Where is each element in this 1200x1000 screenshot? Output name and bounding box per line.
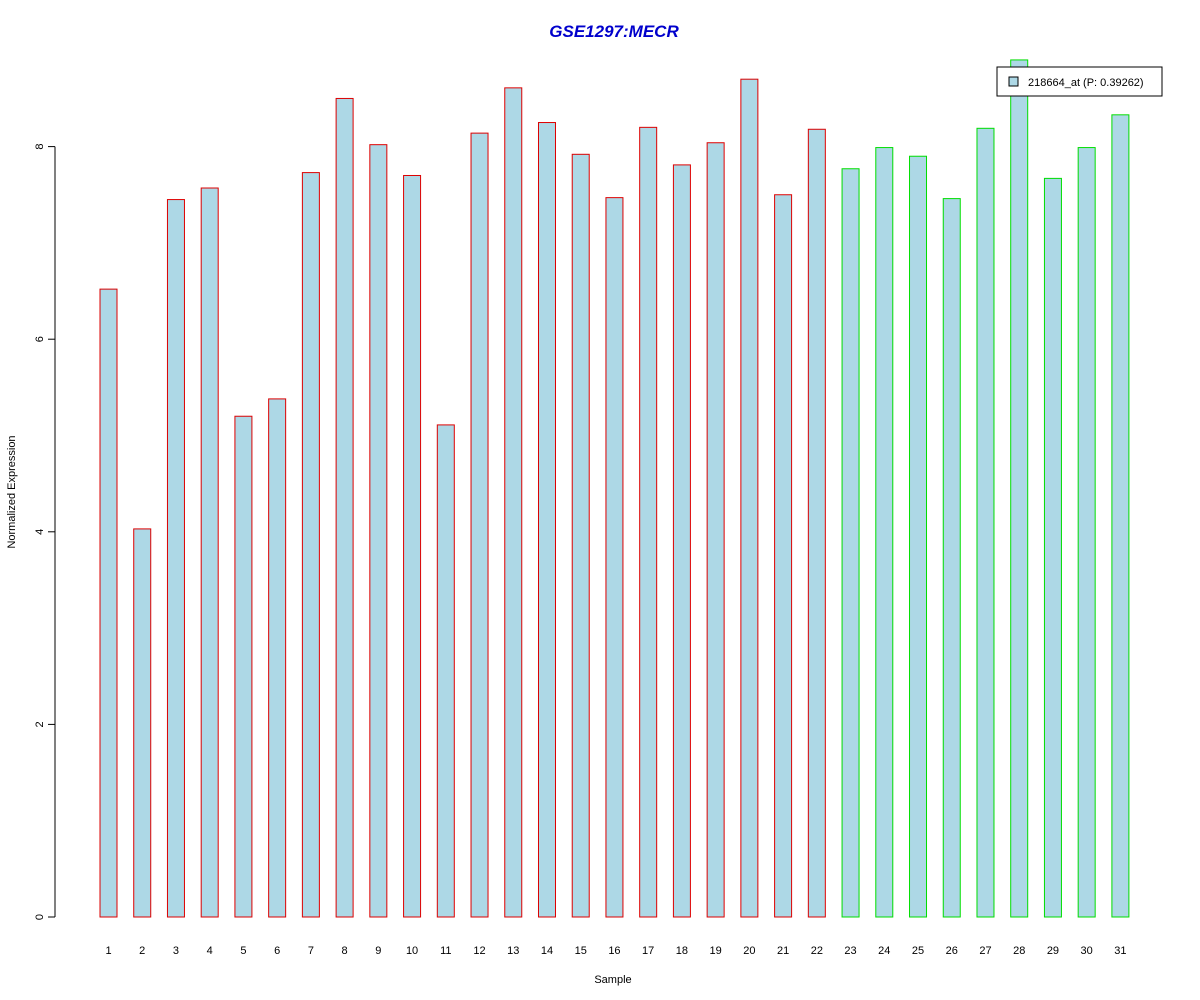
legend-box [996, 66, 1163, 97]
y-tick-label: 2 [34, 721, 46, 727]
x-tick-label: 22 [811, 945, 823, 957]
bar-sample-23 [841, 168, 860, 918]
x-axis-label: Sample [594, 974, 631, 986]
bar-sample-27 [976, 127, 995, 918]
bar-sample-20 [740, 78, 759, 918]
x-tick-label: 18 [676, 945, 688, 957]
bar-sample-5 [234, 415, 253, 918]
bars [99, 59, 1130, 918]
x-tick-label: 16 [608, 945, 620, 957]
bar-sample-6 [268, 398, 287, 918]
bar-sample-15 [571, 153, 590, 918]
x-tick-label: 25 [912, 945, 924, 957]
x-tick-label: 1 [105, 945, 111, 957]
y-tick-label: 8 [34, 144, 46, 150]
bar-sample-11 [436, 424, 455, 918]
x-tick-label: 17 [642, 945, 654, 957]
y-tick-label: 4 [34, 529, 46, 535]
x-tick-label: 19 [710, 945, 722, 957]
y-axis: 0 2 4 6 8 [34, 144, 56, 920]
bar-sample-9 [369, 144, 388, 918]
bar-sample-8 [335, 97, 354, 918]
y-tick-label: 0 [34, 914, 46, 920]
x-tick-label: 9 [375, 945, 381, 957]
bar-sample-25 [909, 155, 928, 918]
x-tick-labels: 1 2 3 4 5 6 7 8 9 10 11 12 13 14 15 16 17 18 19 20 21 22 23 24 2… [105, 945, 1126, 957]
x-tick-label: 7 [308, 945, 314, 957]
x-tick-label: 23 [844, 945, 856, 957]
x-tick-label: 15 [575, 945, 587, 957]
bar-sample-14 [537, 122, 556, 918]
bar-sample-4 [200, 187, 219, 918]
x-tick-label: 26 [946, 945, 958, 957]
x-tick-label: 20 [743, 945, 755, 957]
bar-sample-26 [942, 198, 961, 918]
bar-sample-16 [605, 197, 624, 918]
x-tick-label: 27 [979, 945, 991, 957]
chart-title: GSE1297:MECR [549, 22, 679, 41]
legend-label: 218664_at (P: 0.39262) [1028, 77, 1144, 89]
bar-sample-22 [807, 128, 826, 918]
x-tick-label: 31 [1114, 945, 1126, 957]
bar-sample-18 [672, 164, 691, 918]
x-tick-label: 2 [139, 945, 145, 957]
y-tick-label: 6 [34, 336, 46, 342]
x-tick-label: 24 [878, 945, 890, 957]
x-tick-label: 21 [777, 945, 789, 957]
bar-sample-10 [403, 174, 422, 918]
x-tick-label: 6 [274, 945, 280, 957]
bar-sample-7 [301, 172, 320, 918]
legend: 218664_at (P: 0.39262) [996, 66, 1163, 97]
x-tick-label: 28 [1013, 945, 1025, 957]
x-tick-label: 3 [173, 945, 179, 957]
x-tick-label: 29 [1047, 945, 1059, 957]
x-tick-label: 13 [507, 945, 519, 957]
bar-sample-1 [99, 288, 118, 918]
bar-sample-2 [133, 528, 152, 918]
bar-sample-21 [774, 194, 793, 918]
x-tick-label: 10 [406, 945, 418, 957]
bar-sample-30 [1077, 147, 1096, 918]
x-tick-label: 8 [342, 945, 348, 957]
bar-sample-28 [1010, 59, 1029, 918]
bar-sample-12 [470, 132, 489, 918]
bar-sample-24 [875, 147, 894, 918]
bar-sample-19 [706, 142, 725, 918]
y-axis-label: Normalized Expression [6, 435, 18, 548]
bar-sample-31 [1111, 114, 1130, 918]
x-tick-label: 5 [240, 945, 246, 957]
x-tick-label: 11 [440, 945, 451, 957]
bar-sample-13 [504, 87, 523, 918]
bar-sample-29 [1043, 177, 1062, 918]
x-tick-label: 30 [1081, 945, 1093, 957]
legend-swatch [1008, 76, 1019, 87]
x-tick-label: 4 [207, 945, 213, 957]
x-tick-label: 12 [473, 945, 485, 957]
bar-sample-17 [639, 126, 658, 918]
bar-sample-3 [166, 199, 185, 918]
x-tick-label: 14 [541, 945, 553, 957]
